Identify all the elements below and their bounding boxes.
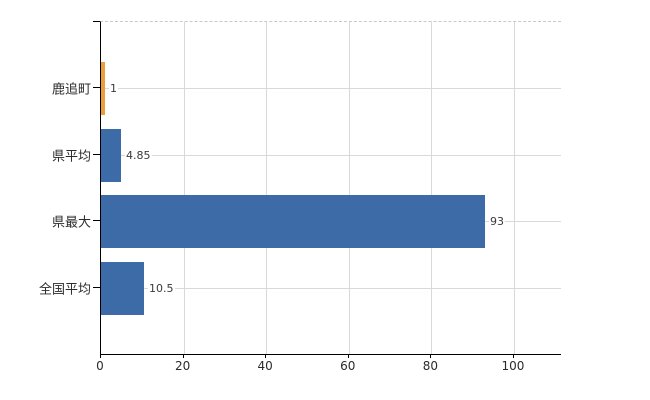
x-tick-label: 80: [422, 359, 438, 373]
x-gridline: [183, 22, 185, 354]
x-gridline: [266, 22, 268, 354]
bar-value-label: 1: [109, 81, 118, 96]
x-axis-tick: [265, 354, 267, 358]
category-label: 県最大: [51, 215, 91, 230]
bar: [101, 61, 105, 115]
category-tick: [93, 220, 100, 221]
x-axis-tick: [347, 354, 349, 358]
x-axis-tick: [182, 354, 184, 358]
x-gridline: [513, 22, 515, 354]
x-tick-label: 20: [174, 359, 191, 373]
x-axis-tick: [100, 354, 101, 358]
bar: [101, 194, 485, 248]
bar-value-label: 4.85: [125, 148, 152, 163]
category-label: 鹿追町: [51, 82, 91, 97]
bar-value-label: 93: [489, 214, 505, 229]
y-gridline: [101, 288, 561, 289]
y-axis-cap-tick: [93, 21, 100, 22]
category-label: 全国平均: [38, 282, 91, 297]
x-axis-tick: [430, 354, 432, 358]
category-tick: [93, 154, 100, 155]
x-axis-tick: [512, 354, 514, 358]
x-tick-label: 0: [96, 359, 104, 373]
category-tick: [93, 287, 100, 288]
x-tick-label: 40: [257, 359, 273, 373]
x-gridline: [431, 22, 433, 354]
y-gridline: [101, 88, 561, 89]
bar: [101, 128, 121, 182]
y-gridline: [101, 155, 561, 156]
category-tick: [93, 87, 100, 88]
x-tick-label: 100: [501, 359, 525, 373]
bar: [101, 261, 144, 315]
plot-area: 1 4.85 93 10.5: [100, 21, 561, 355]
x-gridline: [348, 22, 350, 354]
x-tick-label: 60: [340, 359, 356, 373]
bar-value-label: 10.5: [148, 281, 175, 296]
category-label: 県平均: [51, 149, 91, 164]
